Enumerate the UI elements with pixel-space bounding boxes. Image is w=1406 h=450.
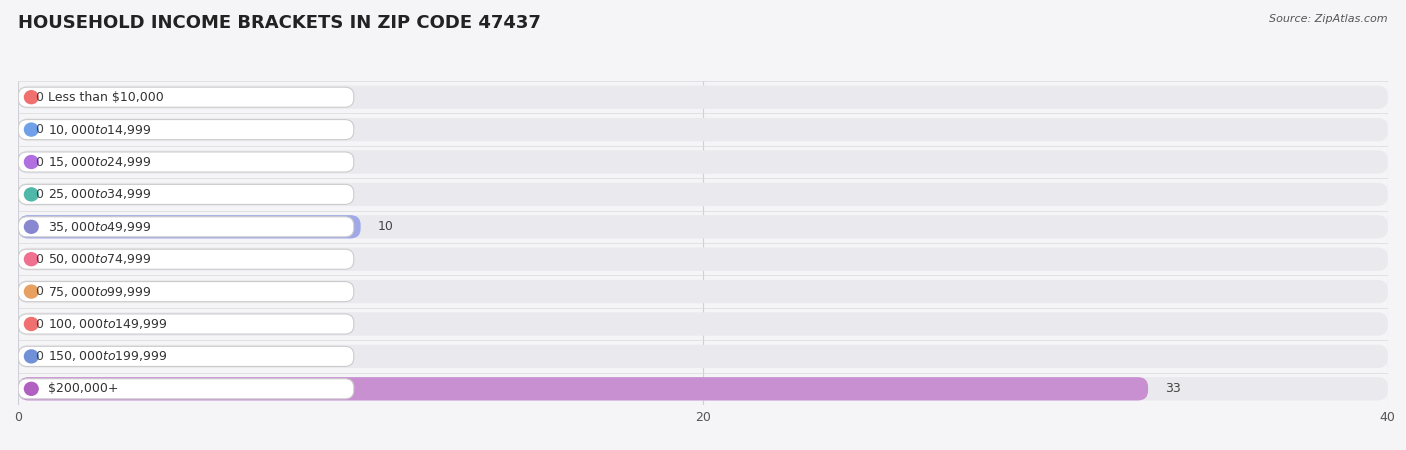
FancyBboxPatch shape [18,86,1388,109]
Text: 0: 0 [35,188,44,201]
Text: $25,000 to $34,999: $25,000 to $34,999 [48,187,152,202]
FancyBboxPatch shape [18,215,360,238]
Text: 0: 0 [35,91,44,104]
Circle shape [24,318,38,330]
FancyBboxPatch shape [18,312,1388,336]
Text: 0: 0 [35,285,44,298]
FancyBboxPatch shape [18,249,354,269]
Text: $100,000 to $149,999: $100,000 to $149,999 [48,317,167,331]
Text: 0: 0 [35,253,44,266]
Text: $75,000 to $99,999: $75,000 to $99,999 [48,284,152,299]
Circle shape [24,91,38,104]
Text: Less than $10,000: Less than $10,000 [48,91,165,104]
Text: 0: 0 [35,350,44,363]
FancyBboxPatch shape [18,314,354,334]
Circle shape [24,188,38,201]
Text: $10,000 to $14,999: $10,000 to $14,999 [48,122,152,137]
Text: 0: 0 [35,156,44,168]
Text: $15,000 to $24,999: $15,000 to $24,999 [48,155,152,169]
Text: 10: 10 [378,220,394,233]
Circle shape [24,350,38,363]
FancyBboxPatch shape [18,280,1388,303]
Text: $50,000 to $74,999: $50,000 to $74,999 [48,252,152,266]
Text: 33: 33 [1166,382,1181,395]
Text: Source: ZipAtlas.com: Source: ZipAtlas.com [1270,14,1388,23]
FancyBboxPatch shape [18,379,354,399]
FancyBboxPatch shape [18,183,1388,206]
FancyBboxPatch shape [18,118,1388,141]
FancyBboxPatch shape [18,346,354,366]
FancyBboxPatch shape [18,217,354,237]
Circle shape [24,156,38,168]
Text: HOUSEHOLD INCOME BRACKETS IN ZIP CODE 47437: HOUSEHOLD INCOME BRACKETS IN ZIP CODE 47… [18,14,541,32]
FancyBboxPatch shape [18,152,354,172]
FancyBboxPatch shape [18,120,354,140]
Text: $150,000 to $199,999: $150,000 to $199,999 [48,349,167,364]
Text: $35,000 to $49,999: $35,000 to $49,999 [48,220,152,234]
FancyBboxPatch shape [18,87,354,107]
Circle shape [24,123,38,136]
Circle shape [24,220,38,233]
FancyBboxPatch shape [18,377,1149,400]
FancyBboxPatch shape [18,282,354,302]
FancyBboxPatch shape [18,150,1388,174]
FancyBboxPatch shape [18,377,1388,400]
Circle shape [24,382,38,395]
FancyBboxPatch shape [18,248,1388,271]
FancyBboxPatch shape [18,215,1388,238]
Circle shape [24,285,38,298]
Text: $200,000+: $200,000+ [48,382,120,395]
Text: 0: 0 [35,318,44,330]
FancyBboxPatch shape [18,345,1388,368]
Circle shape [24,253,38,266]
Text: 0: 0 [35,123,44,136]
FancyBboxPatch shape [18,184,354,204]
